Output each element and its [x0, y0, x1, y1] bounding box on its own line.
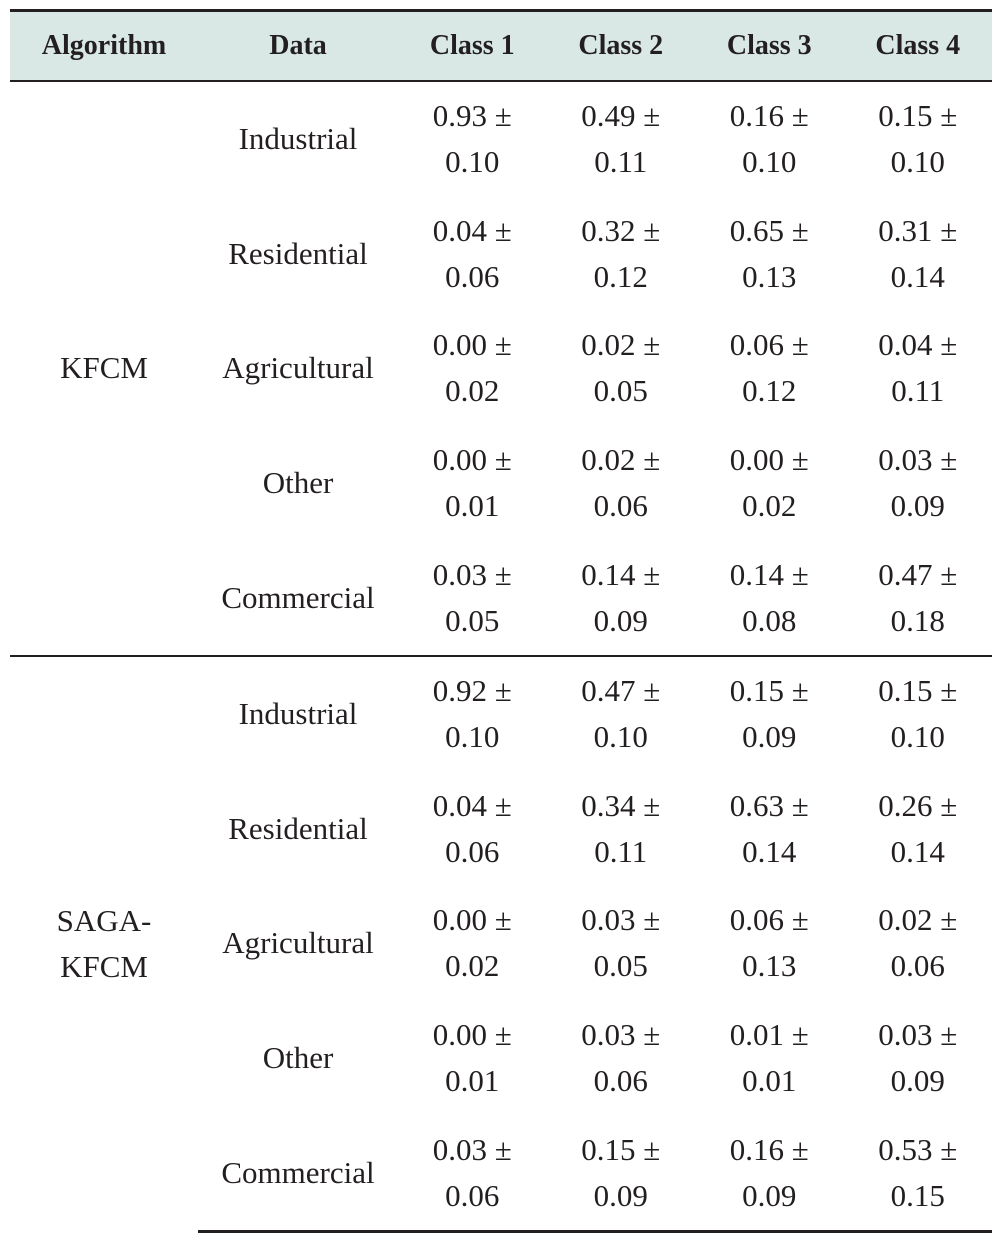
header-data: Data: [198, 9, 398, 82]
data-label-cell: Residential: [228, 810, 368, 846]
value-cell: 0.49 ±0.11: [581, 98, 661, 180]
value-cell: 0.16 ±0.09: [695, 1115, 844, 1233]
results-table: Algorithm Data Class 1 Class 2 Class 3 C…: [10, 9, 992, 1233]
value-cell: 0.26 ±0.14: [878, 787, 958, 869]
value-cell: 0.93 ±0.10: [432, 98, 512, 180]
data-label-cell: Other: [262, 465, 334, 501]
value-cell: 0.15 ±0.09: [695, 654, 844, 772]
value-cell: 0.03 ±0.05: [581, 902, 661, 984]
data-label-cell: Agricultural: [222, 925, 374, 961]
value-cell: 0.63 ±0.14: [729, 787, 809, 869]
algorithm-cell: SAGA- KFCM: [10, 654, 198, 1232]
value-cell: 0.16 ±0.10: [729, 98, 809, 180]
table-row: KFCM Industrial 0.93 ±0.10 0.49 ±0.11 0.…: [10, 81, 992, 385]
algorithm-name-line: KFCM: [60, 949, 148, 985]
table-group-saga-kfcm: SAGA- KFCM Industrial 0.92 ±0.10 0.47 ±0…: [10, 654, 992, 1233]
value-cell: 0.06 ±0.12: [729, 327, 809, 409]
table-group-kfcm: KFCM Industrial 0.93 ±0.10 0.49 ±0.11 0.…: [10, 81, 992, 656]
data-label-cell: Industrial: [198, 654, 398, 772]
data-label-cell: Commercial: [198, 1115, 398, 1233]
table-row: Residential 0.04 ±0.06 0.32 ±0.12 0.65 ±…: [10, 197, 992, 312]
value-cell: 0.04 ±0.06: [432, 212, 512, 294]
table-row: Agricultural 0.00 ±0.02 0.03 ±0.05 0.06 …: [10, 886, 992, 1001]
value-cell: 0.14 ±0.09: [581, 556, 661, 638]
header-class-4: Class 4: [843, 9, 992, 82]
value-cell: 0.01 ±0.01: [729, 1017, 809, 1099]
value-cell: 0.06 ±0.13: [729, 902, 809, 984]
value-cell: 0.53 ±0.15: [843, 1115, 992, 1233]
value-cell: 0.02 ±0.06: [878, 902, 958, 984]
value-cell: 0.31 ±0.14: [878, 212, 958, 294]
value-cell: 0.65 ±0.13: [729, 212, 809, 294]
value-cell: 0.02 ±0.05: [581, 327, 661, 409]
table-row: Other 0.00 ±0.01 0.02 ±0.06 0.00 ±0.02 0…: [10, 426, 992, 541]
value-cell: 0.47 ±0.18: [878, 556, 958, 638]
data-label-cell: Industrial: [238, 121, 358, 157]
header-class-2: Class 2: [546, 9, 695, 82]
value-cell: 0.92 ±0.10: [398, 654, 547, 772]
value-cell: 0.03 ±0.06: [581, 1017, 661, 1099]
value-cell: 0.03 ±0.09: [878, 1017, 958, 1099]
value-cell: 0.47 ±0.10: [546, 654, 695, 772]
value-cell: 0.00 ±0.02: [729, 442, 809, 524]
header-row: Algorithm Data Class 1 Class 2 Class 3 C…: [10, 9, 992, 82]
table-header: Algorithm Data Class 1 Class 2 Class 3 C…: [10, 9, 992, 82]
value-cell: 0.00 ±0.01: [432, 442, 512, 524]
algorithm-cell: KFCM: [10, 81, 198, 656]
value-cell: 0.15 ±0.10: [878, 98, 958, 180]
data-label-cell: Agricultural: [222, 350, 374, 386]
data-label-cell: Residential: [228, 235, 368, 271]
value-cell: 0.03 ±0.06: [398, 1115, 547, 1233]
value-cell: 0.34 ±0.11: [581, 787, 661, 869]
table-row: Commercial 0.03 ±0.05 0.14 ±0.09 0.14 ±0…: [10, 540, 992, 656]
value-cell: 0.14 ±0.08: [729, 556, 809, 638]
algorithm-name-line: SAGA-: [56, 903, 152, 939]
value-cell: 0.03 ±0.09: [878, 442, 958, 524]
value-cell: 0.00 ±0.02: [432, 902, 512, 984]
value-cell: 0.00 ±0.01: [432, 1017, 512, 1099]
value-cell: 0.15 ±0.10: [843, 654, 992, 772]
data-label-cell: Commercial: [221, 579, 375, 615]
table-row: SAGA- KFCM Industrial 0.92 ±0.10 0.47 ±0…: [10, 654, 992, 1232]
table-row: Residential 0.04 ±0.06 0.34 ±0.11 0.63 ±…: [10, 772, 992, 887]
value-cell: 0.32 ±0.12: [581, 212, 661, 294]
value-cell: 0.03 ±0.05: [432, 556, 512, 638]
algorithm-name-line: KFCM: [60, 350, 148, 386]
header-class-3: Class 3: [695, 9, 844, 82]
value-cell: 0.15 ±0.09: [546, 1115, 695, 1233]
data-label-cell: Other: [262, 1040, 334, 1076]
table-row: Other 0.00 ±0.01 0.03 ±0.06 0.01 ±0.01 0…: [10, 1001, 992, 1116]
header-algorithm: Algorithm: [10, 9, 198, 82]
table-row: Commercial 0.03 ±0.06 0.15 ±0.09 0.16 ±0…: [10, 1115, 992, 1233]
value-cell: 0.00 ±0.02: [432, 327, 512, 409]
value-cell: 0.04 ±0.11: [878, 327, 958, 409]
table-row: Agricultural 0.00 ±0.02 0.02 ±0.05 0.06 …: [10, 311, 992, 426]
value-cell: 0.02 ±0.06: [581, 442, 661, 524]
value-cell: 0.04 ±0.06: [432, 787, 512, 869]
results-table-container: Algorithm Data Class 1 Class 2 Class 3 C…: [10, 9, 992, 1233]
header-class-1: Class 1: [398, 9, 547, 82]
